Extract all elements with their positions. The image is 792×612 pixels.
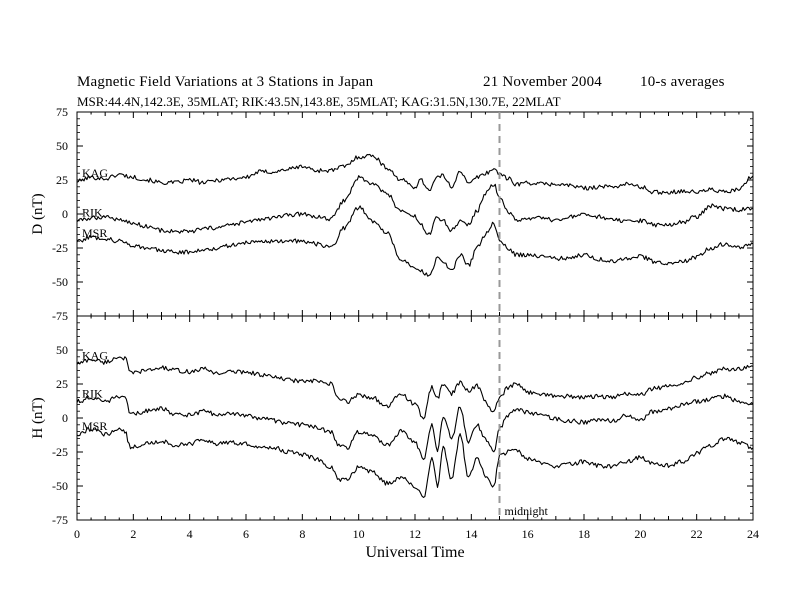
h-panel-frame [76,315,754,521]
h-series-msr-line [76,426,754,498]
h-series-kag-line [76,356,754,420]
chart-averaging: 10-s averages [640,74,725,90]
h-series-rik-line [76,393,754,461]
d-y-tick-label: -25 [52,241,68,255]
h-series-label-msr: MSR [82,419,107,433]
x-tick-label: 18 [578,527,590,541]
x-tick-label: 0 [74,527,80,541]
midnight-label: midnight [505,504,549,518]
x-tick-label: 22 [691,527,703,541]
station-coordinates: MSR:44.4N,142.3E, 35MLAT; RIK:43.5N,143.… [77,94,561,109]
h-y-axis-label: H (nT) [30,397,46,438]
h-y-tick-label: -75 [52,513,68,527]
x-tick-label: 20 [634,527,646,541]
d-panel-frame [76,111,754,317]
chart-title: Magnetic Field Variations at 3 Stations … [77,74,374,90]
h-y-tick-label: 50 [56,343,68,357]
h-y-tick-label: -25 [52,445,68,459]
d-y-tick-label: 50 [56,139,68,153]
d-y-tick-label: 0 [62,207,68,221]
x-tick-label: 16 [522,527,534,541]
d-series-label-kag: KAG [82,166,108,180]
x-tick-label: 2 [130,527,136,541]
d-y-axis-label: D (nT) [30,193,46,234]
h-y-tick-label: -50 [52,479,68,493]
h-y-tick-label: 0 [62,411,68,425]
d-y-tick-label: 75 [56,105,68,119]
x-tick-label: 8 [299,527,305,541]
x-axis-label: Universal Time [365,544,464,561]
d-series-kag-line [76,153,754,195]
x-tick-label: 12 [409,527,421,541]
d-series-rik-line [76,175,754,235]
h-y-tick-label: 25 [56,377,68,391]
h-series-label-rik: RIK [82,387,103,401]
h-series-label-kag: KAG [82,348,108,362]
d-series-msr-line [76,205,754,277]
d-series-label-rik: RIK [82,206,103,220]
d-y-tick-label: -50 [52,275,68,289]
x-tick-label: 24 [747,527,759,541]
x-tick-label: 10 [353,527,365,541]
d-y-tick-label: -75 [52,309,68,323]
d-series-label-msr: MSR [82,226,107,240]
x-tick-label: 14 [465,527,477,541]
d-y-tick-label: 25 [56,173,68,187]
x-tick-label: 4 [187,527,193,541]
chart-date: 21 November 2004 [483,74,603,90]
x-tick-label: 6 [243,527,249,541]
